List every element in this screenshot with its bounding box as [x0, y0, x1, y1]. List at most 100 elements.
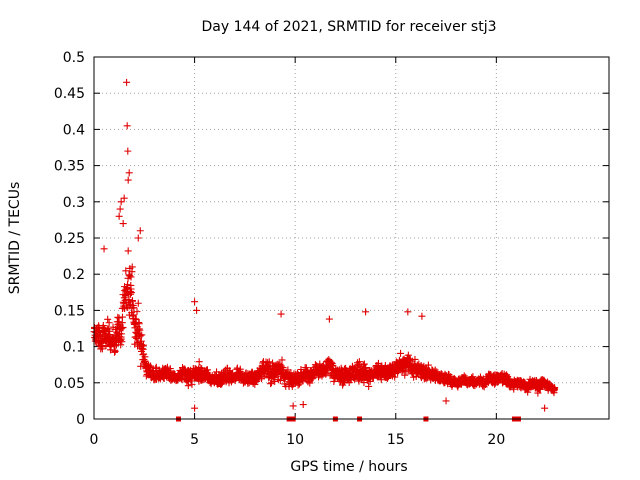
data-point — [411, 355, 419, 363]
x-tick-label: 15 — [387, 432, 405, 448]
data-point — [105, 319, 113, 327]
data-point — [123, 122, 131, 130]
data-point — [111, 347, 119, 355]
data-point — [118, 330, 126, 338]
grid-lines — [94, 57, 609, 419]
data-point — [203, 366, 211, 374]
y-tick-label: 0.45 — [54, 86, 85, 102]
data-point — [362, 308, 370, 316]
data-point — [117, 198, 125, 206]
data-point — [125, 296, 133, 304]
data-point — [133, 308, 141, 316]
y-tick-label: 0.5 — [63, 50, 85, 66]
data-point — [401, 371, 409, 379]
y-tick-label: 0.3 — [63, 195, 85, 211]
data-point — [184, 382, 192, 390]
data-point — [129, 297, 137, 305]
data-point — [325, 315, 333, 323]
data-point — [119, 220, 127, 228]
x-tick-label: 10 — [286, 432, 304, 448]
data-point — [138, 331, 146, 339]
data-point — [278, 356, 286, 364]
data-point — [115, 314, 123, 322]
x-tick-label: 0 — [90, 432, 99, 448]
data-point — [365, 382, 373, 390]
data-point — [424, 361, 432, 369]
data-point — [98, 345, 106, 353]
data-point — [123, 78, 131, 86]
data-point — [265, 358, 273, 366]
data-point — [100, 245, 108, 253]
y-tick-label: 0.35 — [54, 159, 85, 175]
data-point — [267, 380, 275, 388]
x-tick-label: 20 — [487, 432, 505, 448]
data-point — [397, 349, 405, 357]
y-tick-label: 0.4 — [63, 122, 85, 138]
y-tick-label: 0.25 — [54, 231, 85, 247]
data-point — [127, 289, 135, 297]
data-point — [130, 304, 138, 312]
data-point — [124, 247, 132, 255]
data-point — [360, 379, 368, 387]
data-point — [196, 364, 204, 372]
data-point — [188, 380, 196, 388]
data-point — [431, 366, 439, 374]
data-point — [124, 176, 132, 184]
data-point — [362, 364, 370, 372]
data-point — [191, 404, 199, 412]
data-point — [118, 313, 126, 321]
y-tick-label: 0.2 — [63, 267, 85, 283]
data-point — [404, 308, 412, 316]
data-point — [271, 377, 279, 385]
data-point — [139, 341, 147, 349]
data-point — [139, 345, 147, 353]
plot-frame — [93, 56, 610, 420]
data-point — [120, 194, 128, 202]
data-point — [128, 263, 136, 271]
data-point — [277, 310, 285, 318]
data-point — [551, 384, 559, 392]
data-point — [125, 169, 133, 177]
y-tick-label: 0.1 — [63, 340, 85, 356]
data-point — [118, 338, 126, 346]
data-point — [404, 351, 412, 359]
data-point — [136, 332, 144, 340]
data-points — [90, 78, 559, 412]
data-point — [377, 376, 385, 384]
data-point — [134, 299, 142, 307]
data-point — [104, 315, 112, 323]
data-point — [418, 312, 426, 320]
data-point — [124, 147, 132, 155]
data-point — [134, 234, 142, 242]
y-tick-label: 0.05 — [54, 376, 85, 392]
y-axis-label: SRMTID / TECUs — [7, 182, 23, 295]
data-point — [299, 401, 307, 409]
x-tick-label: 5 — [190, 432, 199, 448]
data-point — [191, 298, 199, 306]
data-point — [124, 281, 132, 289]
axis-ticks — [93, 56, 609, 420]
data-point — [126, 272, 134, 280]
data-point — [195, 358, 203, 366]
data-point — [327, 358, 335, 366]
data-point — [302, 364, 310, 372]
data-point — [276, 377, 284, 385]
data-point — [122, 267, 130, 275]
data-point — [355, 358, 363, 366]
data-point — [127, 273, 135, 281]
x-axis-label: GPS time / hours — [290, 459, 407, 475]
data-point — [442, 397, 450, 405]
tick-labels: 0 0.05 0.1 0.15 0.2 0.25 0.3 0.35 0.4 0.45 0.5 0 5 10… — [54, 50, 505, 448]
data-point — [289, 402, 297, 410]
data-point — [141, 357, 149, 365]
data-point — [136, 227, 144, 235]
y-tick-label: 0 — [76, 412, 85, 428]
data-point — [115, 212, 123, 220]
data-point — [541, 404, 549, 412]
data-point — [116, 205, 124, 213]
data-point — [119, 324, 127, 332]
data-point — [152, 363, 160, 371]
data-point — [193, 306, 201, 314]
y-tick-label: 0.15 — [54, 303, 85, 319]
